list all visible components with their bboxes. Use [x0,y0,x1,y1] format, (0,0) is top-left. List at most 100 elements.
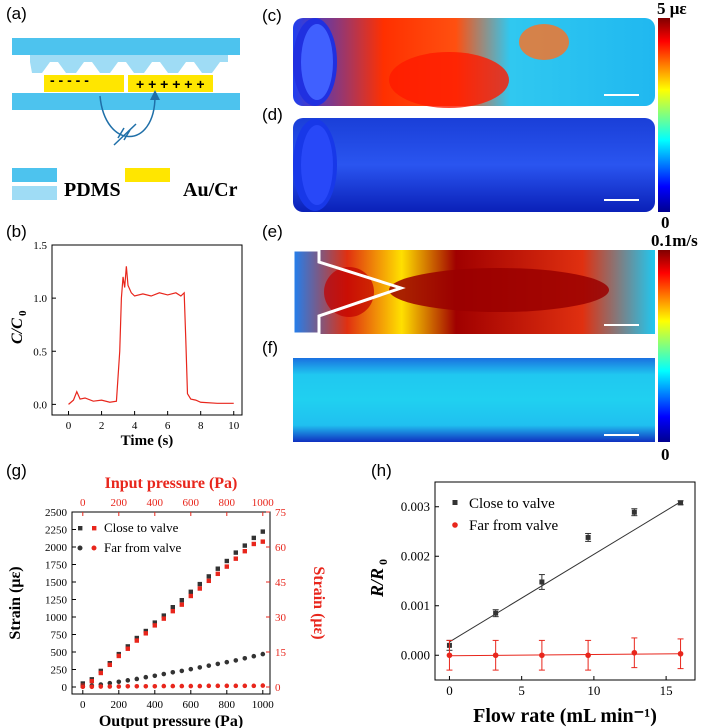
strain-map-open [293,18,655,108]
velocity-colorbar-min: 0 [661,445,670,464]
chart-g-point [170,608,175,614]
chart-b-xlabel: Time (s) [121,433,174,449]
chart-h-fit-line [449,653,681,657]
chart-g-top-xtick-label: 400 [147,497,164,509]
chart-g-top-xtick-label: 0 [80,497,86,509]
chart-h-point [677,650,684,657]
panel-label-e: (e) [262,222,283,241]
chart-h-legend-label: Close to valve [469,496,555,512]
chart-g-top-xtick-label: 600 [183,497,200,509]
chart-h-xlabel: Flow rate (mL min⁻¹) [473,705,657,727]
panel-label-c: (c) [262,6,282,25]
chart-g-top-xtick-label: 1000 [252,497,275,509]
chart-g-point [188,683,194,689]
chart-g-top-xtick-label: 200 [111,497,128,509]
chart-g-top-label: Input pressure (Pa) [105,475,238,492]
chart-g-point [179,598,184,603]
chart-g-point [107,684,113,689]
panel-label-h: (h) [371,461,392,480]
chart-g-point [179,602,184,607]
chart-g-right-ytick-label: 30 [275,612,287,624]
panel-label-b: (b) [6,222,27,241]
chart-b-ytick-label: 0.5 [33,346,47,358]
chart-g-point [134,676,140,682]
chart-g-point [134,635,139,641]
panel-label-f: (f) [262,338,279,357]
chart-g-point [152,620,157,625]
strain-map-closed [293,118,655,212]
chart-g-point [242,543,247,548]
chart-g-xlabel: Output pressure (Pa) [99,713,243,728]
chart-g-ylabel: Strain (με) [7,566,24,639]
chart-g-point [224,659,230,665]
chart-g-xtick-label: 400 [147,699,164,711]
chart-g-point [134,638,139,643]
chart-b-ytick-label: 1.0 [33,293,47,305]
simulation-panels: 5 με 0 0.1m/s 0 [291,0,698,464]
chart-g-point [152,684,158,689]
chart-g-point [224,564,229,569]
au-electrode-left [44,75,124,92]
chart-g-frame [71,511,271,695]
chart-b-ylabel-sub: 0 [17,310,29,316]
chart-b-ytick-label: 0.0 [33,399,47,411]
chart-b-xtick-label: 0 [66,420,72,432]
chart-g-point [206,683,212,689]
chart-g-point [161,671,167,677]
chart-g-right-ytick-label: 45 [275,577,287,589]
chart-g-point [89,678,94,684]
micro-pyramid-array [30,55,228,73]
chart-g-point [170,670,176,675]
chart-g-ytick-label: 750 [51,630,68,642]
chart-g-point [143,631,148,636]
chart-g-point [206,574,211,579]
chart-h-legend-marker [452,522,458,528]
chart-g-point [224,683,230,689]
chart-g-legend-marker [91,545,97,551]
strain-colorbar [658,18,670,212]
capacitance-arrow [99,95,156,138]
chart-g-point [80,681,85,686]
chart-g-point [125,678,131,683]
chart-h-ylabel: R/R [367,568,387,598]
chart-g-point [233,550,238,555]
velocity-map-closed [293,358,655,442]
chart-g-point [242,656,248,661]
chart-g-point [197,683,203,689]
chart-h-ytick-label: 0.000 [401,647,430,662]
chart-g-point [242,683,248,689]
chart-g-ytick-label: 1500 [45,577,68,589]
chart-h-xtick-label: 15 [660,683,673,698]
chart-g-legend-marker [92,526,97,531]
chart-g-point [98,670,103,676]
chart-g-point [116,653,121,659]
chart-b: 0 2 4 6 8 10 0.0 0.5 1.0 1.5 Time (s) C/C 0 [9,240,243,449]
chart-h-point [585,534,591,540]
chart-g-point [107,662,112,668]
legend-au-label: Au/Cr [183,179,238,201]
chart-b-xtick-label: 10 [228,420,240,432]
legend-au-swatch [125,168,170,182]
chart-g-point [170,683,176,689]
chart-g-ytick-label: 1250 [45,595,68,607]
chart-h-ytick-label: 0.003 [401,499,430,514]
positive-charges: + + + + + + [136,76,205,92]
chart-g-xtick-label: 600 [183,699,200,711]
chart-g-legend-label: Close to valve [104,520,179,535]
chart-g-point [188,589,193,594]
chart-g-point [143,628,148,634]
panel-label-a: (a) [6,4,27,23]
chart-b-xtick-label: 2 [99,420,105,432]
chart-g-point [188,666,194,672]
chart-g-xtick-label: 0 [80,699,86,711]
velocity-colorbar-max: 0.1m/s [651,231,698,250]
chart-h-point [631,509,637,515]
chart-g-point [134,684,140,689]
chart-g-point [116,684,122,689]
chart-g-point [197,665,203,670]
chart-h-xtick-label: 5 [518,683,525,698]
chart-g-point [251,541,256,547]
arrow-head-icon [150,90,160,100]
chart-h-ylabel-sub: 0 [376,559,390,565]
chart-h-xtick-label: 0 [446,683,453,698]
